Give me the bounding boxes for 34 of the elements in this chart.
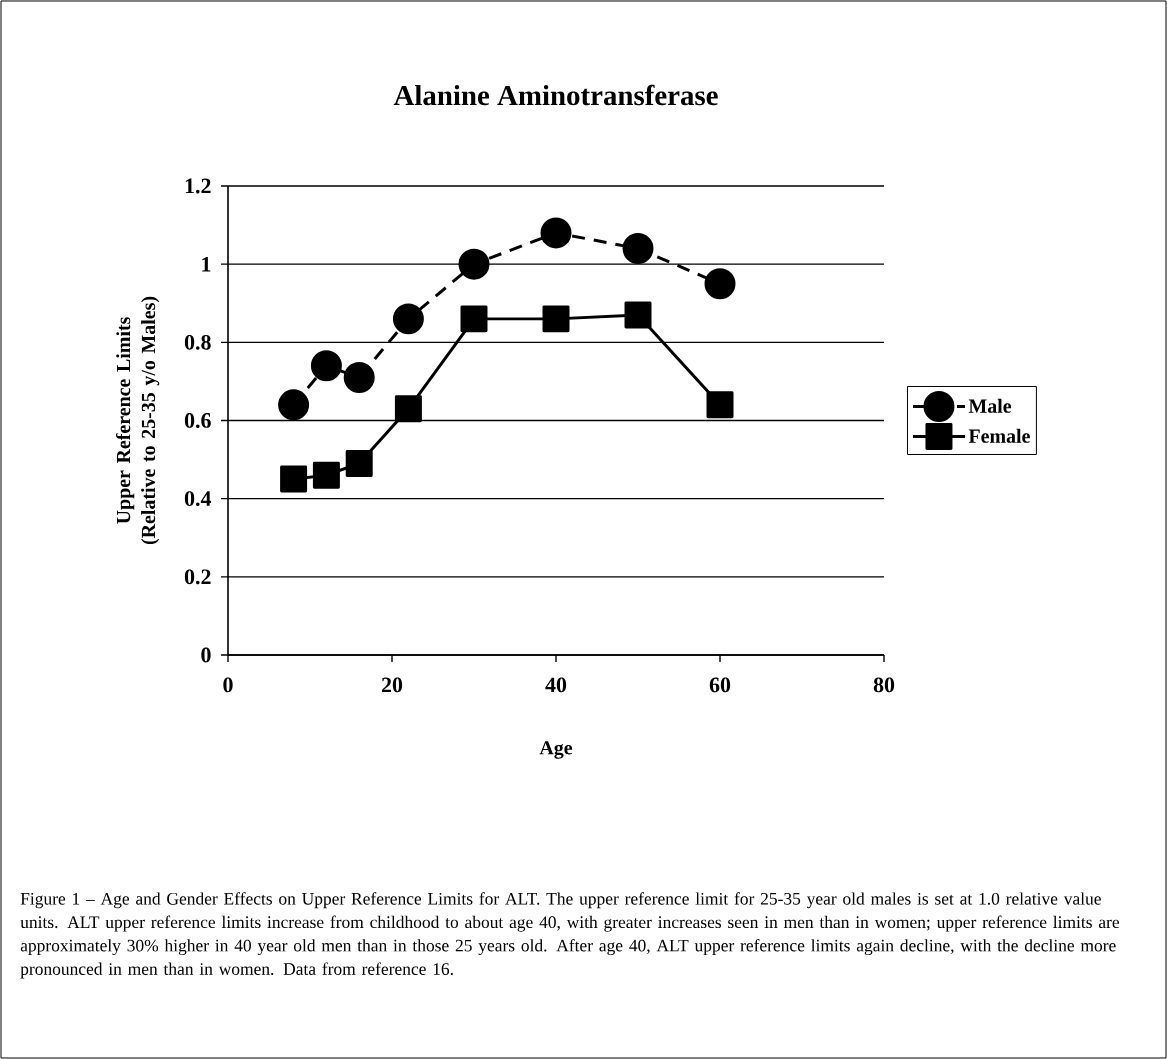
y-tick-label: 1.2 — [185, 178, 211, 194]
y-tick-label: 0 — [201, 647, 211, 663]
point — [622, 233, 654, 265]
y-tick-label: 0.6 — [184, 413, 211, 428]
point — [542, 305, 570, 333]
point — [624, 301, 652, 329]
x-tick-label: 60 — [709, 677, 731, 693]
point — [280, 465, 308, 493]
point — [310, 350, 342, 382]
point — [540, 217, 572, 249]
point — [392, 303, 424, 335]
x-tick-label: 0 — [223, 677, 233, 693]
x-axis-title: Age — [539, 741, 573, 759]
y-tick-label: 0.4 — [184, 491, 212, 507]
y-tick-label: 0.8 — [184, 334, 211, 350]
point — [394, 395, 422, 423]
point — [278, 389, 310, 421]
x-tick-label: 20 — [381, 677, 403, 693]
point — [704, 268, 736, 300]
point — [343, 362, 375, 393]
point — [345, 449, 373, 477]
point — [312, 461, 340, 489]
point — [460, 305, 488, 333]
caption: Figure 1 – Age and Gender Effects on Upper Reference Limits for ALT. The upper reference limit for 25-35 year old males is set at 1.0 relative value units. ALT upper reference limits increase from childhood to about age 40, with greater increases seen in men than in women; upper reference limits are approximately 30% higher in 40 year old men than in those 25 years old. After age 40, ALT upper reference limits again decline, with the decline more pronounced in men than in women. Data from reference 16. — [20, 892, 1120, 979]
legend-label: Male — [968, 398, 1012, 413]
y-tick-label: 1 — [202, 256, 211, 272]
y-tick-label: 0.2 — [184, 569, 211, 585]
legend-label: Female — [968, 428, 1030, 443]
point — [458, 248, 490, 280]
y-axis-title: Upper Reference Limits (Relative to 25-35 y/o Males) — [116, 296, 160, 545]
point — [706, 391, 734, 419]
x-tick-label: 40 — [545, 677, 567, 693]
chart-title: Alanine Aminotransferase — [393, 84, 718, 106]
x-tick-label: 80 — [873, 677, 895, 693]
